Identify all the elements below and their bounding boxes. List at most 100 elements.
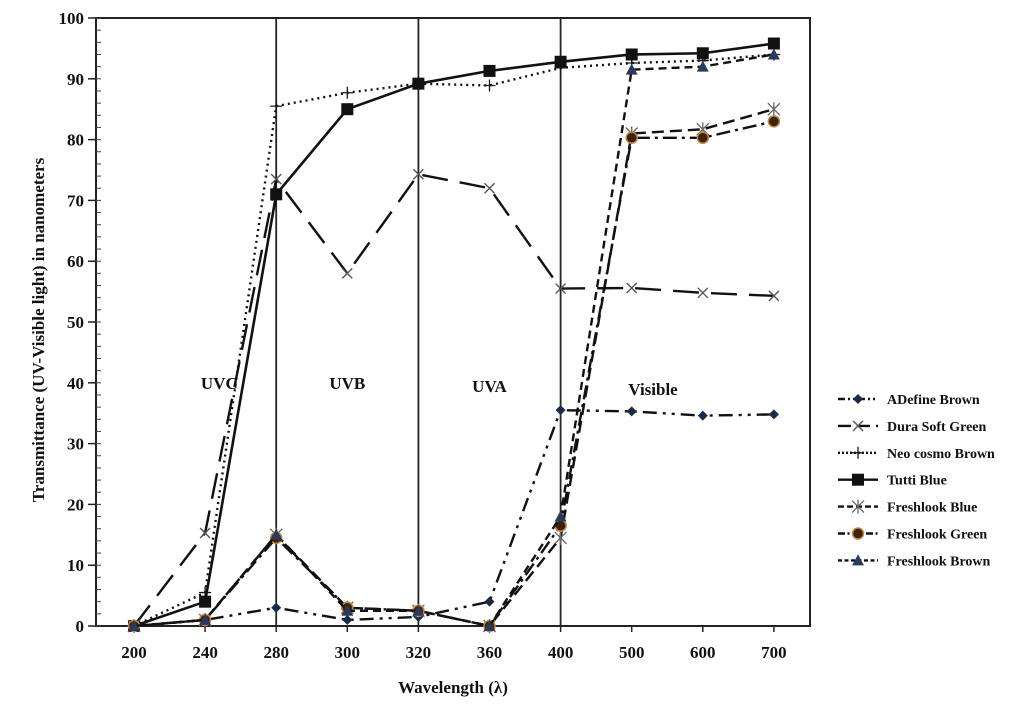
square-marker	[483, 64, 496, 77]
series-line	[133, 108, 775, 628]
legend-item-freshlook-blue: Freshlook Blue	[838, 499, 977, 516]
diamond-marker	[697, 410, 708, 421]
x-marker	[555, 283, 567, 295]
square-marker	[696, 47, 709, 60]
y-tick-label: 30	[67, 435, 84, 454]
triangle-marker	[270, 528, 283, 540]
diamond-marker	[342, 614, 353, 625]
x-marker	[270, 173, 282, 185]
square-marker	[341, 103, 354, 116]
triangle-marker	[412, 604, 425, 616]
y-tick-label: 50	[67, 313, 84, 332]
x-marker	[852, 420, 864, 432]
y-axis-label: Transmittance (UV-Visible light) in nano…	[29, 157, 48, 502]
series-freshlook-brown	[128, 48, 780, 631]
series-line	[133, 172, 774, 627]
region-label-uva: UVA	[472, 377, 507, 396]
triangle-marker	[199, 613, 212, 625]
triangle-marker	[128, 620, 140, 631]
triangle-marker	[767, 48, 780, 60]
y-tick-label: 0	[76, 617, 85, 636]
triangle-marker	[696, 60, 709, 72]
y-tick-label: 70	[67, 191, 84, 210]
axes: 0 10 20 30 40 50 60 70 80 90 100 200 240 280 300 320 360…	[59, 9, 811, 662]
series-group	[127, 37, 781, 633]
square-marker	[852, 473, 864, 486]
x-marker	[199, 527, 211, 539]
region-labels: UVC UVB UVA Visible	[201, 374, 678, 399]
triangle-marker	[852, 554, 864, 566]
x-marker	[697, 287, 709, 299]
x-tick-label: 200	[121, 643, 147, 662]
circle-marker	[851, 527, 865, 540]
legend-item-adefine-brown: ADefine Brown	[838, 393, 980, 408]
series-line	[133, 53, 775, 628]
square-marker	[199, 595, 212, 608]
x-tick-label: 400	[548, 643, 574, 662]
square-marker	[767, 37, 780, 50]
region-label-visible: Visible	[628, 380, 678, 399]
circle-marker	[554, 519, 567, 532]
x-marker	[626, 282, 638, 294]
circle-marker	[767, 115, 781, 128]
y-tick-label: 90	[67, 70, 84, 89]
diamond-marker	[768, 409, 779, 420]
diamond-marker	[555, 405, 566, 416]
x-tick-label: 600	[690, 643, 716, 662]
triangle-marker	[625, 63, 638, 75]
legend-label: Freshlook Green	[887, 528, 987, 543]
x-tick-label: 360	[477, 643, 503, 662]
legend-label: ADefine Brown	[887, 393, 980, 408]
diamond-marker	[853, 394, 863, 404]
legend-label: Dura Soft Green	[887, 420, 986, 435]
diamond-marker	[271, 602, 282, 613]
region-label-uvb: UVB	[329, 374, 365, 393]
y-tick-label: 100	[59, 9, 85, 28]
series-tutti-blue	[128, 37, 780, 632]
legend-label: Freshlook Brown	[887, 554, 991, 569]
x-marker	[341, 267, 353, 279]
series-dura-soft-green	[128, 168, 780, 632]
y-tick-label: 20	[67, 495, 84, 514]
square-marker	[412, 77, 425, 90]
asterisk-marker	[767, 102, 781, 117]
legend-label: Tutti Blue	[887, 474, 947, 489]
x-tick-label: 500	[619, 643, 645, 662]
plus-marker	[852, 446, 864, 459]
legend-item-tutti-blue: Tutti Blue	[838, 473, 947, 489]
diamond-marker	[626, 406, 637, 417]
series-line	[133, 408, 774, 628]
circle-marker	[696, 131, 710, 145]
circle-marker	[625, 131, 638, 145]
y-tick-label: 10	[67, 556, 84, 575]
asterisk-marker	[851, 499, 865, 514]
plus-marker	[270, 100, 283, 113]
y-tick-label: 60	[67, 252, 84, 271]
x-tick-label: 280	[263, 643, 289, 662]
region-label-uvc: UVC	[201, 374, 238, 393]
x-tick-label: 240	[192, 643, 218, 662]
legend-item-dura-soft-green: Dura Soft Green	[838, 420, 986, 435]
legend-item-freshlook-brown: Freshlook Brown	[838, 554, 991, 569]
x-marker	[412, 168, 424, 180]
legend: ADefine Brown Dura Soft Green Neo cosmo Br…	[838, 393, 995, 569]
x-axis-label: Wavelength (λ)	[398, 678, 508, 697]
x-tick-label: 320	[406, 643, 432, 662]
diamond-marker	[484, 596, 495, 607]
y-tick-label: 80	[67, 131, 84, 150]
plus-marker	[341, 86, 354, 99]
series-neo-cosmo-brown	[128, 48, 780, 632]
legend-label: Neo cosmo Brown	[887, 447, 995, 462]
legend-item-neo-cosmo-brown: Neo cosmo Brown	[838, 447, 995, 462]
triangle-marker	[483, 620, 496, 631]
legend-label: Freshlook Blue	[887, 501, 977, 516]
y-tick-label: 40	[67, 374, 84, 393]
x-marker	[768, 290, 780, 302]
triangle-marker	[554, 510, 567, 522]
legend-item-freshlook-green: Freshlook Green	[838, 527, 987, 543]
x-tick-label: 300	[335, 643, 361, 662]
series-line	[133, 42, 775, 628]
x-marker	[484, 182, 495, 194]
plus-marker	[483, 79, 496, 92]
